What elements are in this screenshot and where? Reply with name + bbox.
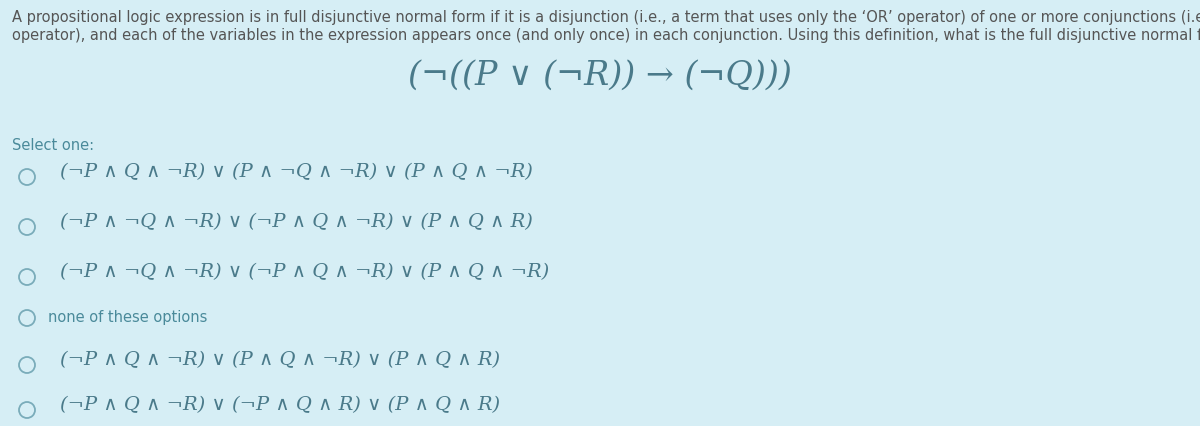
Text: (¬P ∧ ¬Q ∧ ¬R) ∨ (¬P ∧ Q ∧ ¬R) ∨ (P ∧ Q ∧ ¬R): (¬P ∧ ¬Q ∧ ¬R) ∨ (¬P ∧ Q ∧ ¬R) ∨ (P ∧ Q … — [60, 263, 550, 281]
Text: (¬P ∧ ¬Q ∧ ¬R) ∨ (¬P ∧ Q ∧ ¬R) ∨ (P ∧ Q ∧ R): (¬P ∧ ¬Q ∧ ¬R) ∨ (¬P ∧ Q ∧ ¬R) ∨ (P ∧ Q … — [60, 213, 533, 231]
Text: (¬P ∧ Q ∧ ¬R) ∨ (P ∧ ¬Q ∧ ¬R) ∨ (P ∧ Q ∧ ¬R): (¬P ∧ Q ∧ ¬R) ∨ (P ∧ ¬Q ∧ ¬R) ∨ (P ∧ Q ∧… — [60, 163, 533, 181]
Text: Select one:: Select one: — [12, 138, 94, 153]
Text: none of these options: none of these options — [48, 310, 208, 325]
Text: (¬((P ∨ (¬R)) → (¬Q))): (¬((P ∨ (¬R)) → (¬Q))) — [408, 60, 792, 92]
Text: operator), and each of the variables in the expression appears once (and only on: operator), and each of the variables in … — [12, 28, 1200, 43]
Text: A propositional logic expression is in full disjunctive normal form if it is a d: A propositional logic expression is in f… — [12, 10, 1200, 25]
Text: (¬P ∧ Q ∧ ¬R) ∨ (P ∧ Q ∧ ¬R) ∨ (P ∧ Q ∧ R): (¬P ∧ Q ∧ ¬R) ∨ (P ∧ Q ∧ ¬R) ∨ (P ∧ Q ∧ … — [60, 351, 500, 369]
Text: (¬P ∧ Q ∧ ¬R) ∨ (¬P ∧ Q ∧ R) ∨ (P ∧ Q ∧ R): (¬P ∧ Q ∧ ¬R) ∨ (¬P ∧ Q ∧ R) ∨ (P ∧ Q ∧ … — [60, 396, 500, 414]
